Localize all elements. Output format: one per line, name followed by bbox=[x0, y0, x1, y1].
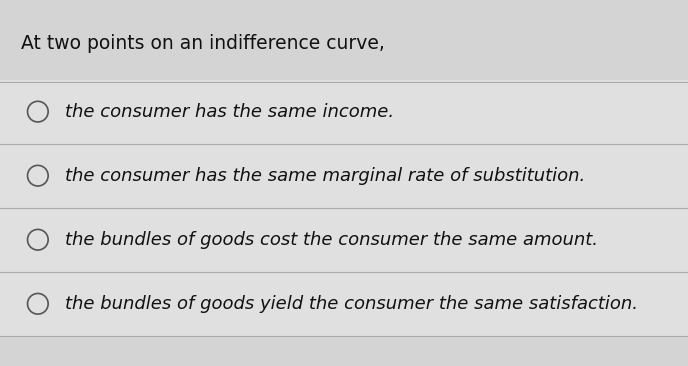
Bar bbox=[0, 144, 688, 208]
Text: At two points on an indifference curve,: At two points on an indifference curve, bbox=[21, 34, 385, 53]
Text: the bundles of goods cost the consumer the same amount.: the bundles of goods cost the consumer t… bbox=[65, 231, 599, 249]
Text: the bundles of goods yield the consumer the same satisfaction.: the bundles of goods yield the consumer … bbox=[65, 295, 638, 313]
Bar bbox=[0, 80, 688, 144]
Bar bbox=[0, 208, 688, 272]
Text: the consumer has the same income.: the consumer has the same income. bbox=[65, 102, 394, 121]
Text: the consumer has the same marginal rate of substitution.: the consumer has the same marginal rate … bbox=[65, 167, 585, 185]
Bar bbox=[0, 272, 688, 336]
